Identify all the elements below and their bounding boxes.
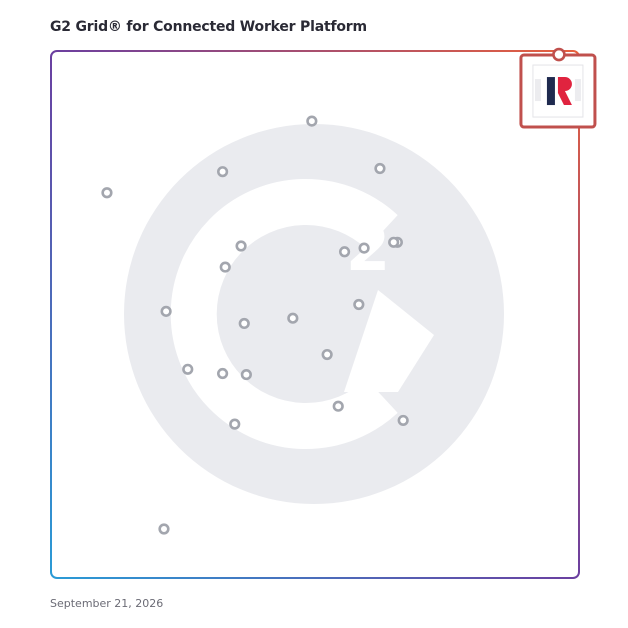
g2-watermark: 2 (124, 124, 504, 504)
product-point-3[interactable] (306, 115, 318, 127)
product-point-5[interactable] (235, 240, 247, 252)
grid-frame (50, 50, 580, 579)
product-point-4[interactable] (374, 162, 386, 175)
report-date: September 21, 2026 (50, 597, 164, 610)
chart-title: G2 Grid® for Connected Worker Platform (50, 19, 367, 35)
product-point-12[interactable] (160, 305, 172, 317)
product-point-16[interactable] (182, 363, 194, 375)
product-point-19[interactable] (332, 400, 344, 412)
product-point-18[interactable] (240, 368, 252, 381)
product-point-22[interactable] (158, 523, 170, 535)
product-point-14[interactable] (287, 312, 299, 324)
product-point-15[interactable] (321, 348, 333, 361)
logo-fade-right (574, 79, 581, 102)
product-point-7[interactable] (338, 246, 351, 258)
product-point-1[interactable] (101, 187, 113, 199)
product-point-10[interactable] (388, 236, 400, 248)
product-point-13[interactable] (238, 317, 250, 330)
product-point-20[interactable] (397, 414, 409, 427)
highlight-point[interactable] (552, 47, 566, 62)
product-point-2[interactable] (217, 166, 229, 178)
product-point-21[interactable] (229, 418, 241, 430)
product-point-6[interactable] (219, 261, 231, 273)
highlighted-product[interactable] (519, 47, 597, 129)
logo-fade-left (534, 79, 541, 102)
logo-bar-icon (546, 77, 555, 106)
logo-r-icon (557, 77, 572, 106)
product-point-17[interactable] (217, 367, 229, 380)
product-point-8[interactable] (358, 242, 370, 254)
product-point-11[interactable] (353, 298, 365, 311)
points-layer (101, 115, 409, 535)
